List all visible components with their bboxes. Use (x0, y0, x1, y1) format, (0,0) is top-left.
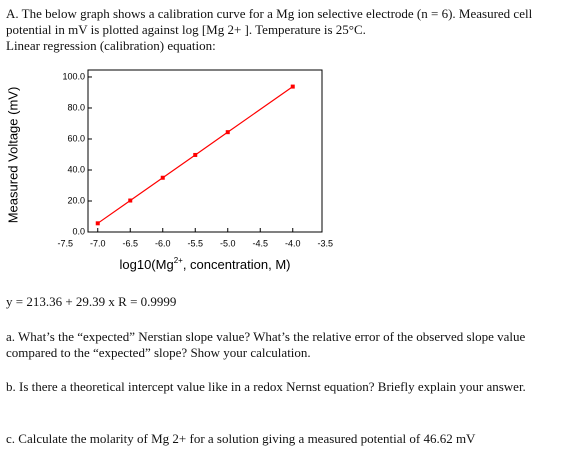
equation: y = 213.36 + 29.39 x R = 0.9999 (6, 294, 177, 309)
series-line (97, 86, 294, 224)
x-tick-label: -5.0 (220, 238, 236, 248)
data-point (193, 152, 198, 157)
x-label-sup: 2+ (174, 256, 183, 265)
x-axis-label: log10(Mg2+, concentration, M) (120, 256, 291, 272)
data-point (225, 130, 230, 135)
data-point (290, 84, 295, 89)
x-label-part: log10(Mg (120, 257, 174, 272)
x-tick-label: -6.0 (155, 238, 171, 248)
x-tick-label: -4.5 (252, 238, 268, 248)
part-c: c. Calculate the molarity of Mg 2+ for a… (6, 431, 476, 446)
data-point (160, 175, 165, 180)
x-tick-label: -7.0 (90, 238, 106, 248)
data-point (95, 221, 100, 226)
x-label-part: , concentration, M) (183, 257, 291, 272)
y-tick-label: 80.0 (67, 102, 85, 112)
x-tick-label: -3.5 (317, 238, 333, 248)
y-axis-label: Measured Voltage (mV) (5, 87, 20, 224)
y-tick-label: 60.0 (67, 133, 85, 143)
intro: A. The below graph shows a calibration c… (6, 6, 533, 37)
part-a: a. What’s the “expected” Nerstian slope … (6, 329, 526, 360)
y-tick-label: 40.0 (67, 164, 85, 174)
y-tick-label: 0.0 (72, 226, 85, 236)
y-tick-label: 100.0 (62, 71, 85, 81)
chart: Measured Voltage (mV) log10(Mg2+, concen… (5, 69, 333, 272)
x-tick-label: -7.5 (57, 238, 73, 248)
x-tick-label: -6.5 (122, 238, 138, 248)
y-tick-label: 20.0 (67, 195, 85, 205)
plot-frame (87, 69, 323, 233)
x-tick-label: -5.5 (187, 238, 203, 248)
regression-heading: Linear regression (calibration) equation… (6, 38, 216, 53)
part-b: b. Is there a theoretical intercept valu… (6, 379, 526, 394)
x-tick-label: -4.0 (285, 238, 301, 248)
data-point (128, 198, 133, 203)
